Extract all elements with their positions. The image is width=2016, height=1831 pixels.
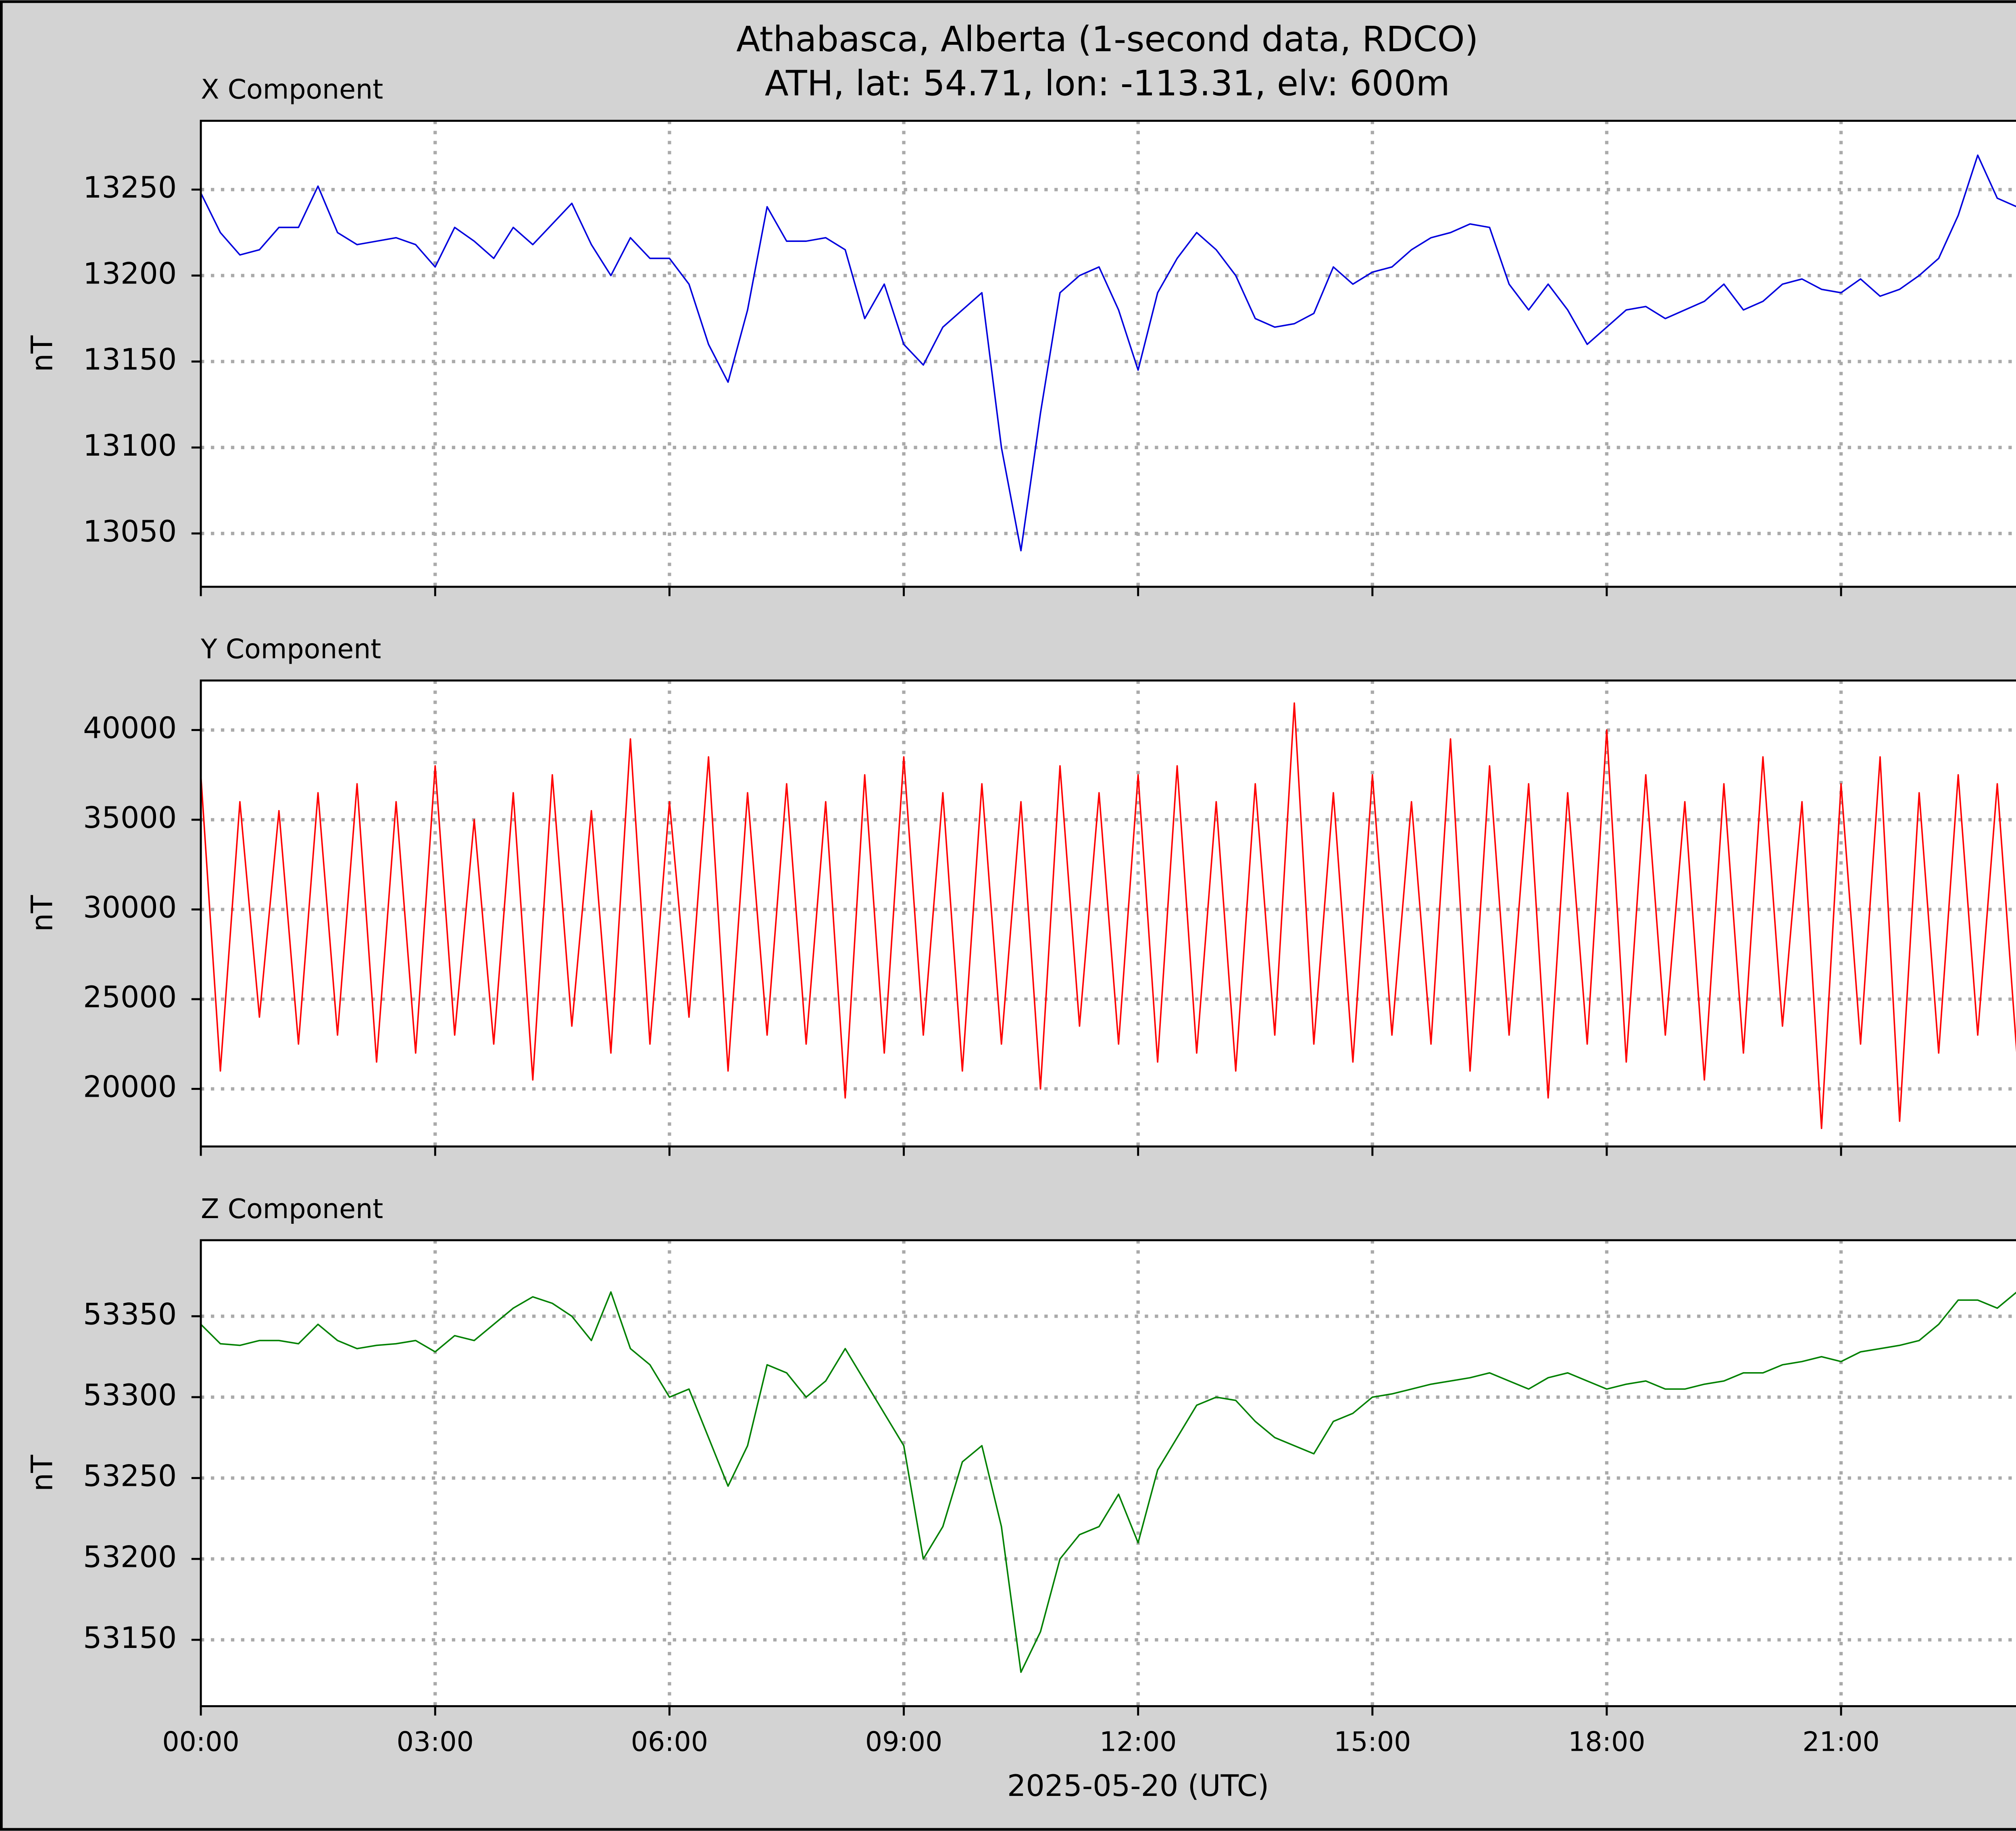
data-line xyxy=(201,702,2016,1129)
x-axis-label: 2025-05-20 (UTC) xyxy=(1007,1769,1269,1803)
axes-title: X Component xyxy=(201,74,383,105)
y-tick-label: 53200 xyxy=(83,1540,177,1574)
axes-frame xyxy=(200,120,2016,588)
y-tick-label: 53250 xyxy=(83,1459,177,1494)
x-tick-label: 06:00 xyxy=(631,1726,708,1757)
x-tick-label: 09:00 xyxy=(865,1726,942,1757)
axes-frame xyxy=(200,1239,2016,1707)
y-axis-label: nT xyxy=(25,335,60,372)
x-tick-label: 12:00 xyxy=(1100,1726,1177,1757)
y-tick-label: 13200 xyxy=(83,256,177,291)
y-tick-label: 13250 xyxy=(83,171,177,205)
y-axis-label: nT xyxy=(25,1455,60,1491)
y-tick-label: 35000 xyxy=(83,801,177,835)
data-line xyxy=(201,1291,2016,1673)
y-tick-label: 53150 xyxy=(83,1621,177,1655)
axes-title: Y Component xyxy=(200,633,381,665)
x-tick-label: 15:00 xyxy=(1334,1726,1411,1757)
y-axis-label: nT xyxy=(25,895,60,932)
x-tick-label: 18:00 xyxy=(1568,1726,1645,1757)
y-tick-label: 13100 xyxy=(83,429,177,463)
x-tick-label: 03:00 xyxy=(397,1726,474,1757)
y-tick-label: 20000 xyxy=(83,1070,177,1104)
axes-title: Z Component xyxy=(201,1193,383,1225)
figure-title: Athabasca, Alberta (1-second data, RDCO) xyxy=(736,19,1478,60)
y-tick-label: 25000 xyxy=(83,980,177,1014)
y-tick-label: 30000 xyxy=(83,891,177,925)
y-tick-label: 13050 xyxy=(83,515,177,549)
figure-subtitle: ATH, lat: 54.71, lon: -113.31, elv: 600m xyxy=(765,64,1450,104)
axes-frame xyxy=(200,679,2016,1148)
x-tick-label: 21:00 xyxy=(1802,1726,1879,1757)
y-tick-label: 13150 xyxy=(83,343,177,377)
y-tick-label: 53350 xyxy=(83,1297,177,1331)
x-tick-label: 00:00 xyxy=(162,1726,239,1757)
data-line xyxy=(201,154,2016,552)
axes-background xyxy=(201,121,2016,587)
y-tick-label: 53300 xyxy=(83,1378,177,1412)
axes-background xyxy=(201,1240,2016,1706)
y-tick-label: 40000 xyxy=(83,711,177,746)
